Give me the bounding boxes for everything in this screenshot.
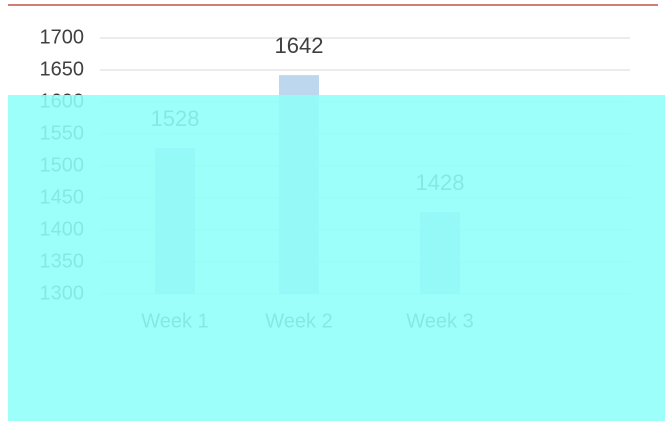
y-tick-label: 1700 (40, 26, 85, 48)
data-label: 1642 (275, 33, 324, 58)
y-tick-label: 1650 (40, 58, 85, 80)
overlay (8, 95, 665, 421)
